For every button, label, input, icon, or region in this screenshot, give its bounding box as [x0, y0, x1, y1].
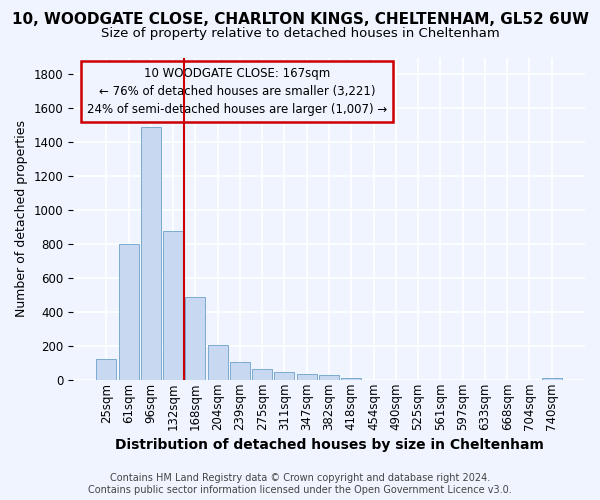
Bar [274, 372, 295, 380]
Bar [163, 230, 183, 380]
Bar [96, 358, 116, 380]
Bar [341, 378, 361, 380]
Text: 10, WOODGATE CLOSE, CHARLTON KINGS, CHELTENHAM, GL52 6UW: 10, WOODGATE CLOSE, CHARLTON KINGS, CHEL… [11, 12, 589, 28]
Bar [319, 375, 339, 380]
Bar [141, 127, 161, 380]
Bar [230, 362, 250, 380]
Bar [185, 296, 205, 380]
Bar [542, 378, 562, 380]
Bar [208, 345, 227, 380]
Y-axis label: Number of detached properties: Number of detached properties [15, 120, 28, 317]
Bar [119, 244, 139, 380]
X-axis label: Distribution of detached houses by size in Cheltenham: Distribution of detached houses by size … [115, 438, 544, 452]
Bar [297, 374, 317, 380]
Text: 10 WOODGATE CLOSE: 167sqm
← 76% of detached houses are smaller (3,221)
24% of se: 10 WOODGATE CLOSE: 167sqm ← 76% of detac… [87, 67, 387, 116]
Text: Contains HM Land Registry data © Crown copyright and database right 2024.
Contai: Contains HM Land Registry data © Crown c… [88, 474, 512, 495]
Bar [252, 369, 272, 380]
Text: Size of property relative to detached houses in Cheltenham: Size of property relative to detached ho… [101, 28, 499, 40]
